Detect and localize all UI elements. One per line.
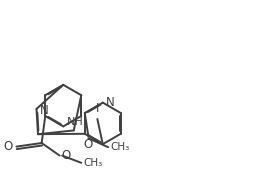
Text: I: I — [96, 102, 99, 115]
Text: O: O — [62, 149, 71, 162]
Text: O: O — [3, 140, 12, 153]
Text: CH₃: CH₃ — [83, 158, 102, 168]
Text: N: N — [39, 104, 48, 117]
Text: O: O — [84, 138, 93, 151]
Text: N: N — [106, 96, 115, 109]
Text: NH: NH — [67, 117, 84, 127]
Text: CH₃: CH₃ — [110, 142, 129, 152]
